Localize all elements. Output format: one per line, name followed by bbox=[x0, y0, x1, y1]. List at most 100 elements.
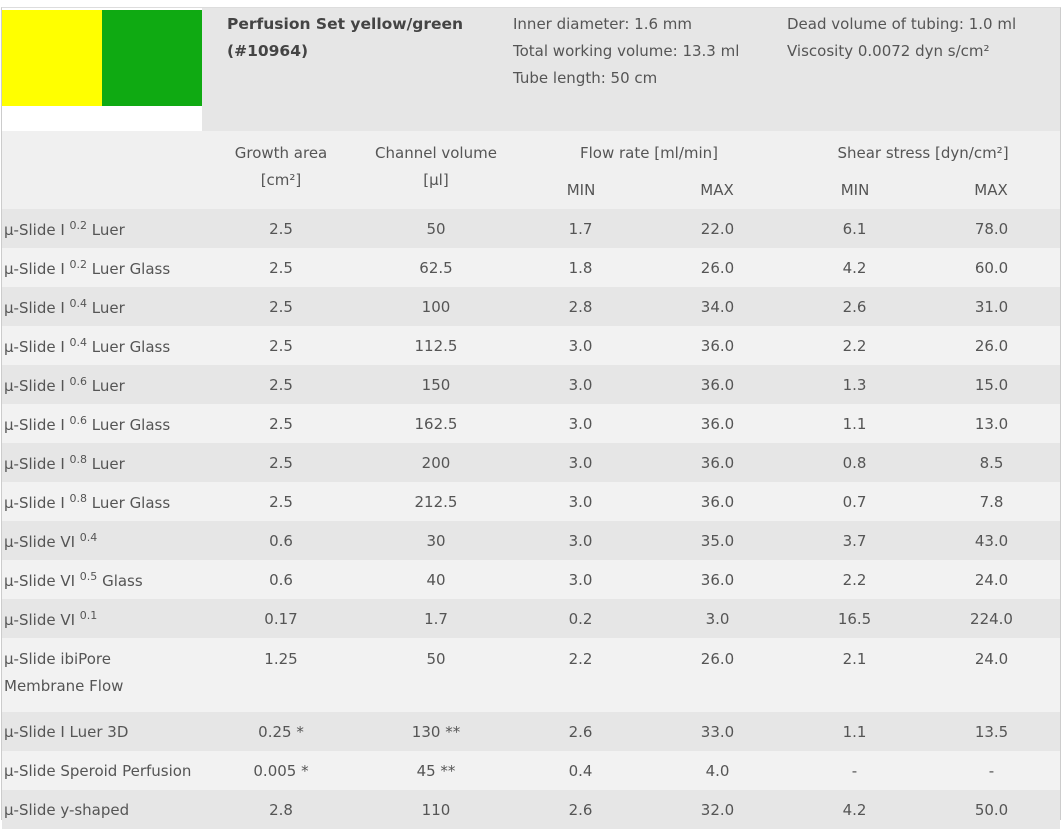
cell-fmax: 32.0 bbox=[649, 790, 787, 829]
cell-channel: 62.5 bbox=[360, 248, 512, 287]
cell-smin: 2.6 bbox=[786, 287, 924, 326]
specs-column-2: Dead volume of tubing: 1.0 ml Viscosity … bbox=[787, 11, 1016, 131]
inner-diameter: Inner diameter: 1.6 mm bbox=[513, 15, 693, 33]
cell-growth: 2.5 bbox=[202, 287, 360, 326]
cell-smax: 8.5 bbox=[923, 443, 1061, 482]
green-swatch bbox=[102, 10, 202, 106]
cell-smin: 4.2 bbox=[786, 790, 924, 829]
cell-smax: 7.8 bbox=[923, 482, 1061, 521]
cell-fmax: 4.0 bbox=[649, 751, 787, 790]
slides-table: Growth area [cm²] Channel volume [µl] Flow… bbox=[2, 131, 1061, 829]
slide-name: µ-Slide I 0.6 Luer Glass bbox=[2, 404, 202, 443]
cell-smax: 24.0 bbox=[923, 638, 1061, 712]
cell-fmin: 3.0 bbox=[512, 443, 649, 482]
dead-volume: Dead volume of tubing: 1.0 ml bbox=[787, 15, 1017, 33]
cell-fmin: 3.0 bbox=[512, 560, 649, 599]
table-row: µ-Slide I 0.6 Luer Glass 2.5 162.5 3.0 36.0 1… bbox=[2, 404, 1061, 443]
slide-name: µ-Slide I 0.4 Luer Glass bbox=[2, 326, 202, 365]
table-row: µ-Slide I 0.2 Luer Glass 2.5 62.5 1.8 26.0 4.… bbox=[2, 248, 1061, 287]
cell-fmin: 3.0 bbox=[512, 326, 649, 365]
table-row: µ-Slide Speroid Perfusion 0.005 * 45 ** 0.4… bbox=[2, 751, 1061, 790]
cell-fmin: 2.6 bbox=[512, 712, 649, 751]
cell-growth: 2.5 bbox=[202, 209, 360, 248]
header-blank bbox=[2, 131, 202, 209]
cell-fmax: 34.0 bbox=[649, 287, 787, 326]
slide-name: µ-Slide I 0.4 Luer bbox=[2, 287, 202, 326]
cell-channel: 1.7 bbox=[360, 599, 512, 638]
table-row: µ-Slide I Luer 3D 0.25 * 130 ** 2.6 33.0 1.1 1… bbox=[2, 712, 1061, 751]
table-row: µ-Slide I 0.4 Luer 2.5 100 2.8 34.0 2.6 31.0 bbox=[2, 287, 1061, 326]
cell-channel: 50 bbox=[360, 209, 512, 248]
cell-smax: 24.0 bbox=[923, 560, 1061, 599]
cell-smax: 43.0 bbox=[923, 521, 1061, 560]
yellow-swatch bbox=[2, 10, 102, 106]
product-title: Perfusion Set yellow/green (#10964) bbox=[202, 11, 513, 131]
slide-name: µ-Slide y-shaped bbox=[2, 790, 202, 829]
cell-smin: 4.2 bbox=[786, 248, 924, 287]
table-row: µ-Slide I 0.8 Luer 2.5 200 3.0 36.0 0.8 8.5 bbox=[2, 443, 1061, 482]
cell-smax: 224.0 bbox=[923, 599, 1061, 638]
cell-channel: 150 bbox=[360, 365, 512, 404]
cell-growth: 2.5 bbox=[202, 404, 360, 443]
header-channel-volume: Channel volume [µl] bbox=[360, 131, 512, 209]
cell-smin: 2.2 bbox=[786, 326, 924, 365]
cell-smax: 26.0 bbox=[923, 326, 1061, 365]
table-row: µ-Slide I 0.6 Luer 2.5 150 3.0 36.0 1.3 15.0 bbox=[2, 365, 1061, 404]
cell-fmax: 26.0 bbox=[649, 248, 787, 287]
cell-fmax: 35.0 bbox=[649, 521, 787, 560]
slide-name: µ-Slide I 0.2 Luer bbox=[2, 209, 202, 248]
cell-fmin: 3.0 bbox=[512, 404, 649, 443]
cell-growth: 2.5 bbox=[202, 365, 360, 404]
table-row: µ-Slide y-shaped 2.8 110 2.6 32.0 4.2 50.0 bbox=[2, 790, 1061, 829]
cell-channel: 112.5 bbox=[360, 326, 512, 365]
cell-fmin: 2.6 bbox=[512, 790, 649, 829]
cell-smin: 1.3 bbox=[786, 365, 924, 404]
cell-channel: 100 bbox=[360, 287, 512, 326]
cell-fmin: 3.0 bbox=[512, 365, 649, 404]
slide-name: µ-Slide I 0.8 Luer bbox=[2, 443, 202, 482]
cell-fmin: 2.2 bbox=[512, 638, 649, 712]
slide-name: µ-Slide I 0.6 Luer bbox=[2, 365, 202, 404]
cell-channel: 45 ** bbox=[360, 751, 512, 790]
cell-smin: - bbox=[786, 751, 924, 790]
table-row: µ-Slide I 0.2 Luer 2.5 50 1.7 22.0 6.1 78.0 bbox=[2, 209, 1061, 248]
specs-column-1: Inner diameter: 1.6 mm Total working vol… bbox=[513, 11, 787, 131]
cell-smin: 1.1 bbox=[786, 712, 924, 751]
cell-smax: 15.0 bbox=[923, 365, 1061, 404]
header-flow-rate: Flow rate [ml/min] MIN MAX bbox=[512, 131, 787, 209]
table-row: µ-Slide I 0.8 Luer Glass 2.5 212.5 3.0 36.0 0… bbox=[2, 482, 1061, 521]
viscosity: Viscosity 0.0072 dyn s/cm² bbox=[787, 42, 990, 60]
cell-growth: 2.5 bbox=[202, 248, 360, 287]
cell-smax: 13.5 bbox=[923, 712, 1061, 751]
cell-smax: 60.0 bbox=[923, 248, 1061, 287]
color-swatch bbox=[2, 8, 202, 131]
cell-fmax: 22.0 bbox=[649, 209, 787, 248]
total-volume: Total working volume: 13.3 ml bbox=[513, 42, 740, 60]
cell-growth: 2.5 bbox=[202, 326, 360, 365]
cell-growth: 0.6 bbox=[202, 521, 360, 560]
cell-fmin: 2.8 bbox=[512, 287, 649, 326]
cell-fmax: 36.0 bbox=[649, 365, 787, 404]
slide-name: µ-Slide VI 0.1 bbox=[2, 599, 202, 638]
cell-channel: 130 ** bbox=[360, 712, 512, 751]
header-growth-area: Growth area [cm²] bbox=[202, 131, 360, 209]
table-row: µ-Slide ibiPore Membrane Flow 1.25 50 2.2 26.… bbox=[2, 638, 1061, 712]
slide-name: µ-Slide I 0.8 Luer Glass bbox=[2, 482, 202, 521]
table-row: µ-Slide VI 0.5 Glass 0.6 40 3.0 36.0 2.2 24.0 bbox=[2, 560, 1061, 599]
catalog-number: (#10964) bbox=[227, 42, 309, 60]
table-row: µ-Slide VI 0.1 0.17 1.7 0.2 3.0 16.5 224.0 bbox=[2, 599, 1061, 638]
cell-smin: 0.8 bbox=[786, 443, 924, 482]
product-header: Perfusion Set yellow/green (#10964) Inne… bbox=[2, 8, 1060, 131]
slide-name: µ-Slide VI 0.5 Glass bbox=[2, 560, 202, 599]
cell-fmax: 36.0 bbox=[649, 443, 787, 482]
slide-name: µ-Slide I Luer 3D bbox=[2, 712, 202, 751]
cell-smin: 2.2 bbox=[786, 560, 924, 599]
cell-channel: 40 bbox=[360, 560, 512, 599]
cell-fmin: 1.7 bbox=[512, 209, 649, 248]
cell-smin: 2.1 bbox=[786, 638, 924, 712]
cell-channel: 110 bbox=[360, 790, 512, 829]
cell-growth: 2.5 bbox=[202, 482, 360, 521]
cell-channel: 162.5 bbox=[360, 404, 512, 443]
cell-growth: 0.25 * bbox=[202, 712, 360, 751]
slide-name: µ-Slide ibiPore Membrane Flow bbox=[2, 638, 202, 712]
